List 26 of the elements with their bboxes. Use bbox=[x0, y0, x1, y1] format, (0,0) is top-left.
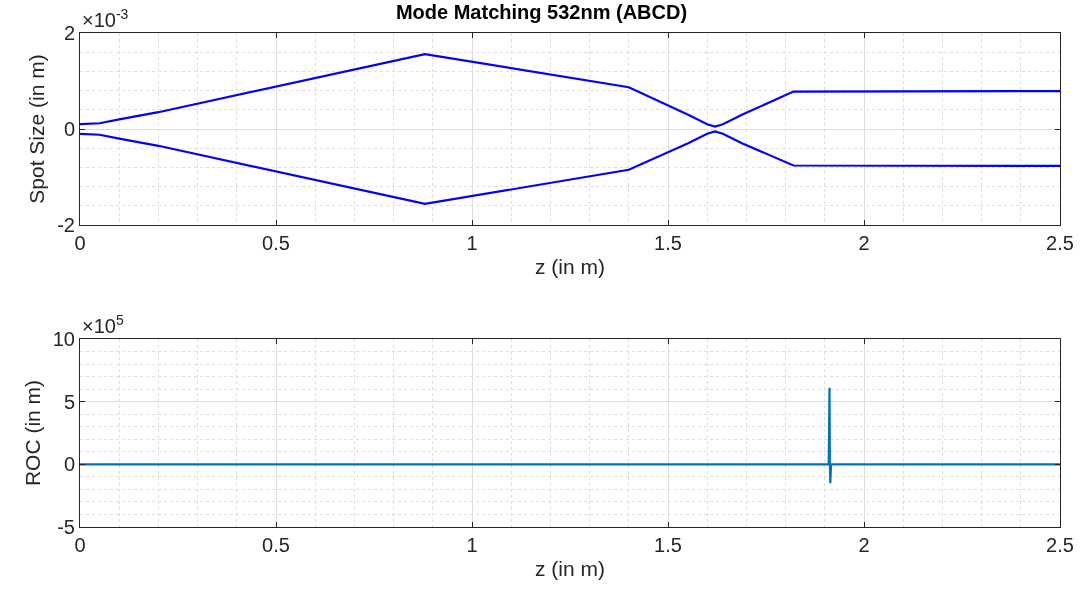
y-axis-title: ROC (in m) bbox=[20, 379, 44, 487]
x-tick-label: 2 bbox=[858, 232, 870, 254]
x-tick-label: 1 bbox=[466, 232, 478, 254]
line-series bbox=[80, 53, 1060, 128]
y-axis-title: Spot Size (in m) bbox=[25, 54, 49, 204]
chart-title: Mode Matching 532nm (ABCD) bbox=[395, 0, 688, 23]
x-tick-label: 2.5 bbox=[1046, 232, 1074, 254]
y-tick-label: 5 bbox=[63, 390, 75, 413]
y-tick-label: 2 bbox=[63, 22, 75, 44]
x-tick-label: 2 bbox=[858, 534, 870, 556]
y-tick-label: 0 bbox=[63, 453, 75, 476]
text: ×10$^{-3}$ bbox=[82, 6, 129, 32]
x-tick-label: 1 bbox=[466, 534, 478, 556]
x-axis-title: z (in m) bbox=[535, 557, 605, 581]
x-tick-label: 1.5 bbox=[654, 232, 682, 254]
x-tick-label: 1.5 bbox=[654, 534, 682, 556]
x-tick-label: 2.5 bbox=[1046, 534, 1074, 556]
y-tick-label: -2 bbox=[57, 214, 75, 236]
line-series bbox=[80, 130, 1060, 205]
x-axis-title: z (in m) bbox=[535, 255, 605, 279]
x-tick-label: 0.5 bbox=[262, 232, 290, 254]
y-tick-label: 10 bbox=[52, 328, 75, 350]
y-tick-label: 0 bbox=[63, 118, 75, 140]
y-tick-label: -5 bbox=[57, 516, 75, 538]
x-tick-label: 0.5 bbox=[262, 534, 290, 556]
text: ×10$^{5}$ bbox=[82, 312, 124, 338]
